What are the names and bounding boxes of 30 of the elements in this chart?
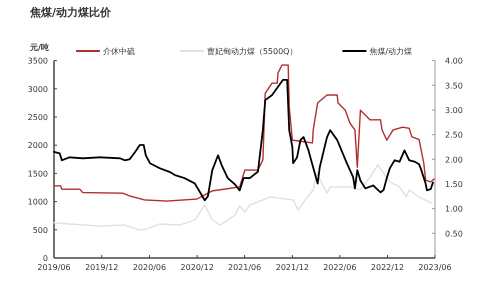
y-axis-title: 元/吨: [29, 43, 49, 52]
x-tick-label: 2019/12: [85, 263, 118, 272]
y-tick-label: 1500: [28, 169, 48, 178]
y2-tick-label: 3.50: [445, 81, 463, 90]
y-tick-label: 3500: [28, 56, 48, 66]
x-tick-label: 2023/06: [418, 263, 452, 272]
x-tick-label: 2021/06: [228, 263, 262, 272]
y-tick-label: 3000: [28, 84, 48, 94]
x-tick-label: 2022/12: [370, 263, 404, 272]
y-tick-label: 0: [42, 254, 48, 263]
y2-tick-label: 2.00: [445, 155, 463, 164]
chart-title: 焦煤/动力煤比价: [29, 6, 112, 19]
y2-tick-label: 1.50: [445, 180, 463, 189]
y2-tick-label: 4.00: [445, 56, 463, 66]
legend-label: 焦煤/动力煤: [369, 47, 412, 56]
y-tick-label: 500: [32, 226, 48, 235]
y-tick-label: 2000: [28, 141, 48, 150]
y2-tick-label: 1.00: [445, 204, 463, 214]
legend-label: 介休中硫: [102, 47, 135, 56]
legend-label: 曹妃甸动力煤（5500Q）: [206, 47, 298, 56]
x-tick-label: 2020/12: [180, 263, 214, 272]
y-tick-label: 2500: [28, 113, 48, 122]
y-tick-label: 1000: [28, 198, 48, 207]
y2-tick-label: 2.50: [445, 130, 463, 140]
x-tick-label: 2019/06: [37, 263, 71, 272]
x-tick-label: 2021/12: [276, 263, 309, 272]
x-tick-label: 2020/06: [132, 263, 166, 272]
y2-tick-label: 3.00: [445, 106, 463, 115]
x-tick-label: 2022/06: [323, 263, 356, 272]
y2-tick-label: 0.50: [445, 229, 463, 238]
